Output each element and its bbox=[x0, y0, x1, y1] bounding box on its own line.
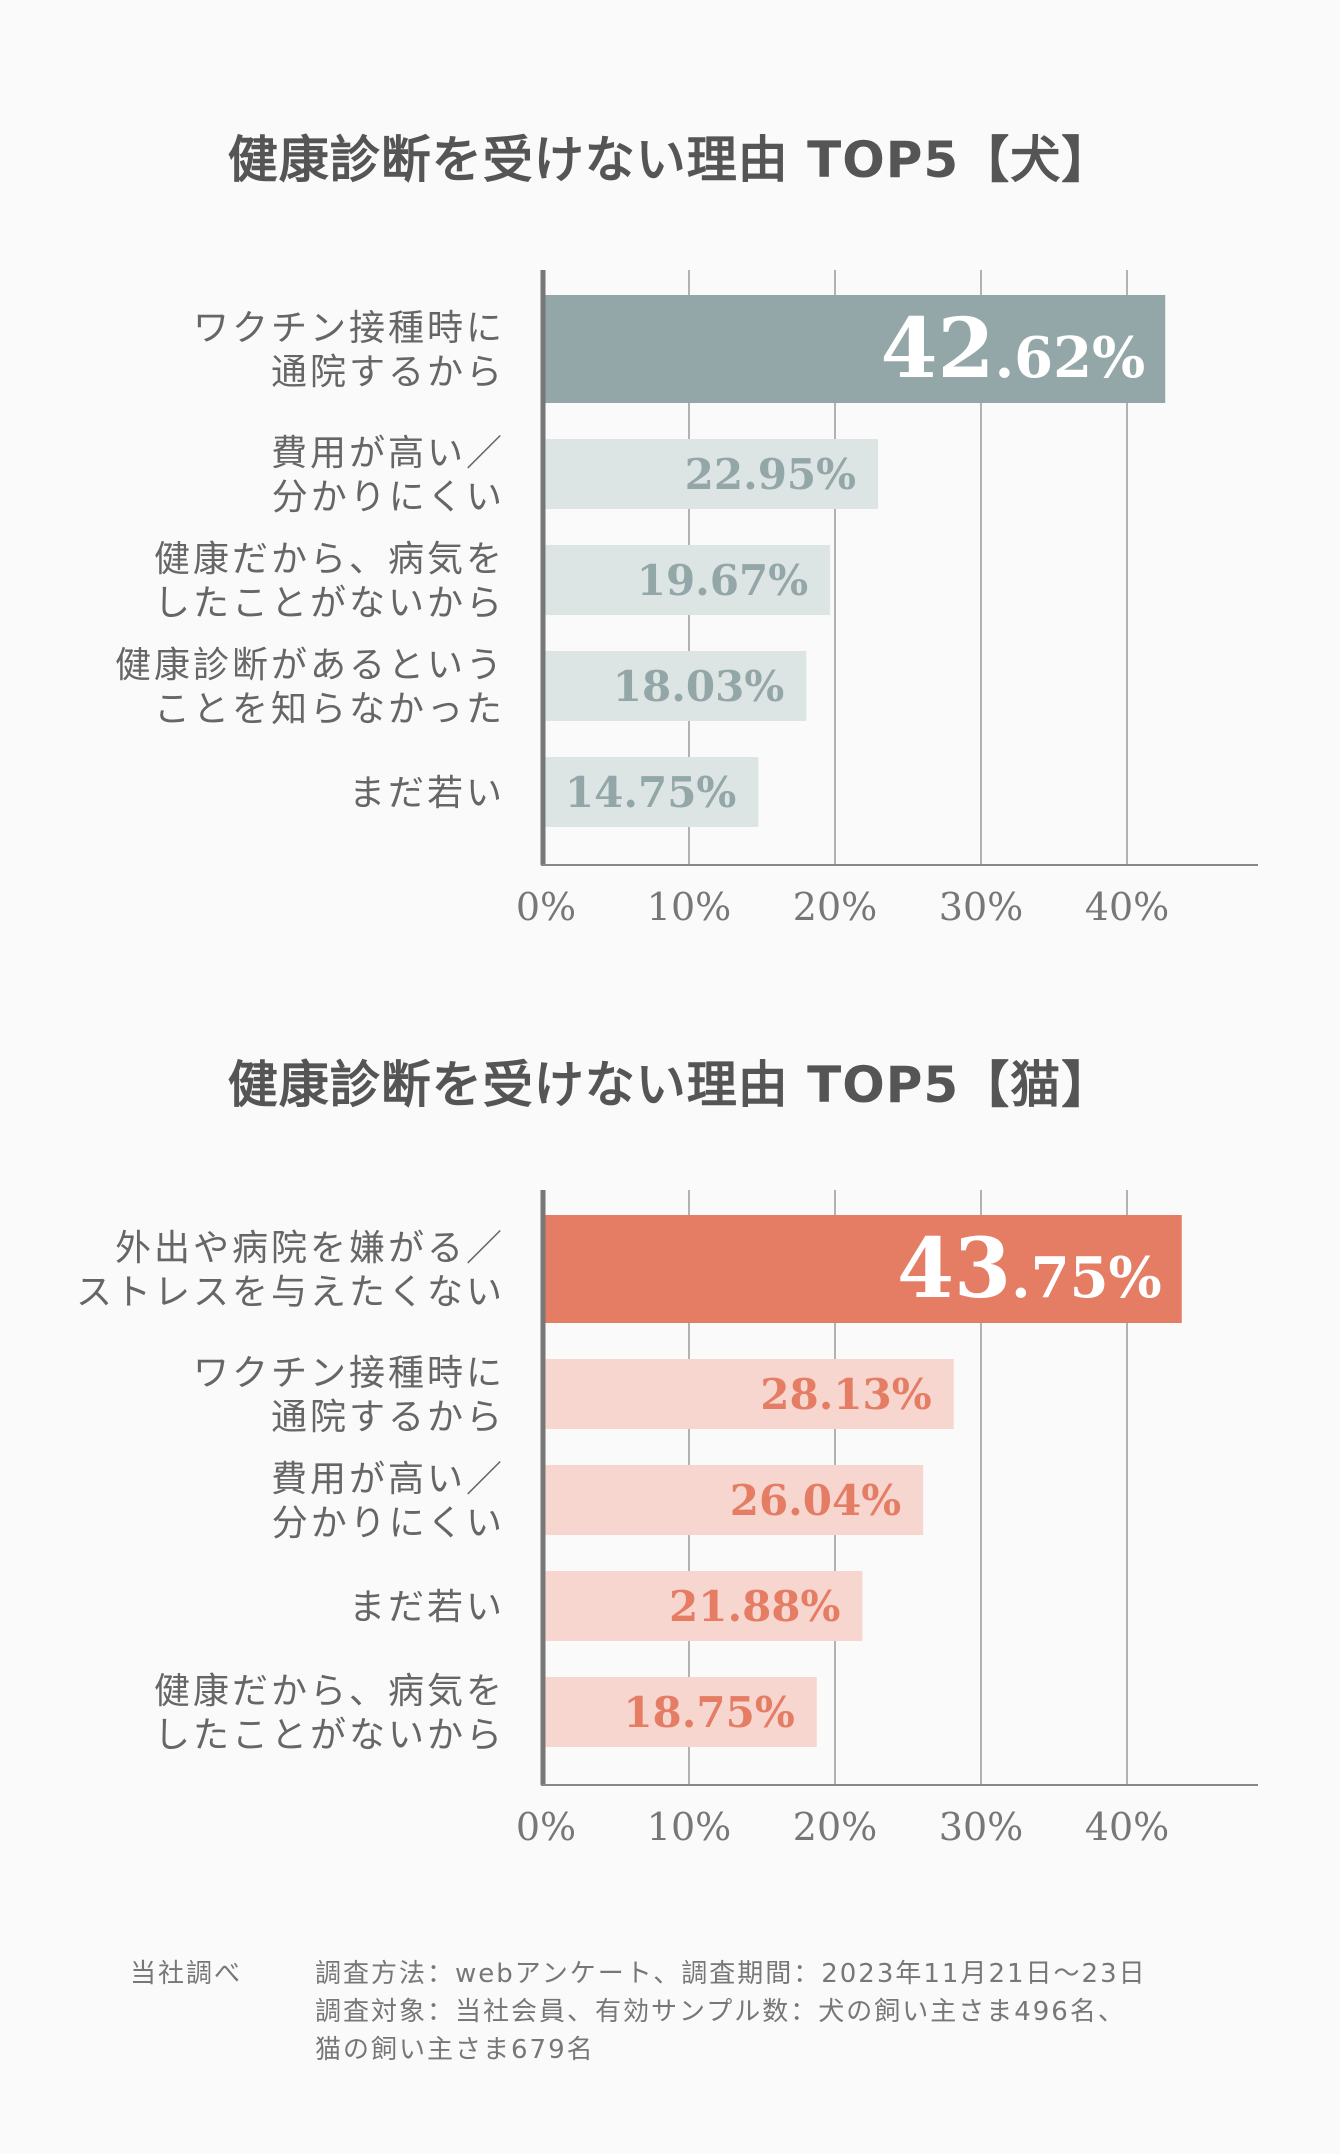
dog-category-label: 健康だから、病気を bbox=[154, 539, 505, 580]
cat-value-label: 18.75% bbox=[623, 1688, 794, 1737]
cat-category-label: 健康だから、病気を bbox=[154, 1671, 505, 1712]
cat-category-label: したことがないから bbox=[154, 1715, 505, 1756]
survey-details: 調査方法：webアンケート、調査期間：2023年11月21日〜23日 調査対象：… bbox=[315, 1955, 1275, 2069]
cat-bar bbox=[543, 1215, 1182, 1323]
cat-tick-label: 10% bbox=[647, 1805, 731, 1849]
cat-category-label: 費用が高い／ bbox=[271, 1459, 505, 1500]
dog-tick-label: 40% bbox=[1085, 885, 1169, 929]
chart-title-dog: 健康診断を受けない理由 TOP5【犬】 bbox=[227, 131, 1113, 189]
dog-bar bbox=[543, 295, 1166, 403]
survey-target: 調査対象：当社会員、有効サンプル数：犬の飼い主さま496名、 bbox=[315, 1997, 1126, 2027]
cat-category-label: ストレスを与えたくない bbox=[76, 1272, 505, 1313]
dog-bar bbox=[543, 757, 759, 827]
dog-category-label: ワクチン接種時に bbox=[193, 308, 505, 349]
cat-value-label: 43.75% bbox=[897, 1221, 1162, 1317]
cat-value-label: 28.13% bbox=[760, 1370, 931, 1419]
cat-bar bbox=[543, 1465, 924, 1535]
cat-bar bbox=[543, 1677, 817, 1747]
dog-value-label: 22.95% bbox=[685, 450, 856, 499]
dog-value-label: 19.67% bbox=[637, 556, 808, 605]
dog-category-label: 健康診断があるという bbox=[115, 645, 505, 686]
cat-category-label: 外出や病院を嫌がる／ bbox=[115, 1228, 505, 1269]
dog-tick-label: 20% bbox=[793, 885, 877, 929]
cat-tick-label: 0% bbox=[516, 1805, 576, 1849]
cat-category-label: ワクチン接種時に bbox=[193, 1353, 505, 1394]
dog-value-label: 14.75% bbox=[565, 768, 736, 817]
dog-category-label: 通院するから bbox=[271, 352, 505, 393]
dog-value-label: 42.62% bbox=[880, 301, 1145, 397]
dog-value-label: 18.03% bbox=[613, 662, 784, 711]
bar-chart-cat: 43.75% 外出や病院を嫌がる／ストレスを与えたくない 28.13% ワクチン接種時… bbox=[76, 1190, 1258, 1849]
dog-tick-label: 0% bbox=[516, 885, 576, 929]
dog-category-label: したことがないから bbox=[154, 583, 505, 624]
cat-tick-label: 30% bbox=[939, 1805, 1023, 1849]
survey-target-cont: 猫の飼い主さま679名 bbox=[315, 2035, 595, 2065]
dog-bar bbox=[543, 545, 831, 615]
dog-tick-label: 10% bbox=[647, 885, 731, 929]
dog-bar bbox=[543, 651, 807, 721]
dog-bar bbox=[543, 439, 879, 509]
cat-tick-label: 20% bbox=[793, 1805, 877, 1849]
dog-category-label: まだ若い bbox=[349, 773, 505, 814]
survey-method: 調査方法：webアンケート、調査期間：2023年11月21日〜23日 bbox=[315, 1959, 1147, 1989]
cat-category-label: 分かりにくい bbox=[272, 1503, 505, 1544]
chart-title-cat: 健康診断を受けない理由 TOP5【猫】 bbox=[227, 1056, 1113, 1114]
cat-bar bbox=[543, 1359, 954, 1429]
cat-value-label: 26.04% bbox=[730, 1476, 901, 1525]
cat-tick-label: 40% bbox=[1085, 1805, 1169, 1849]
source-note: 当社調べ bbox=[130, 1959, 243, 1989]
cat-category-label: 通院するから bbox=[271, 1397, 505, 1438]
dog-tick-label: 30% bbox=[939, 885, 1023, 929]
cat-value-label: 21.88% bbox=[669, 1582, 840, 1631]
dog-category-label: ことを知らなかった bbox=[154, 689, 505, 730]
dog-category-label: 分かりにくい bbox=[272, 477, 505, 518]
dog-category-label: 費用が高い／ bbox=[271, 433, 505, 474]
cat-category-label: まだ若い bbox=[349, 1587, 505, 1628]
cat-bar bbox=[543, 1571, 863, 1641]
